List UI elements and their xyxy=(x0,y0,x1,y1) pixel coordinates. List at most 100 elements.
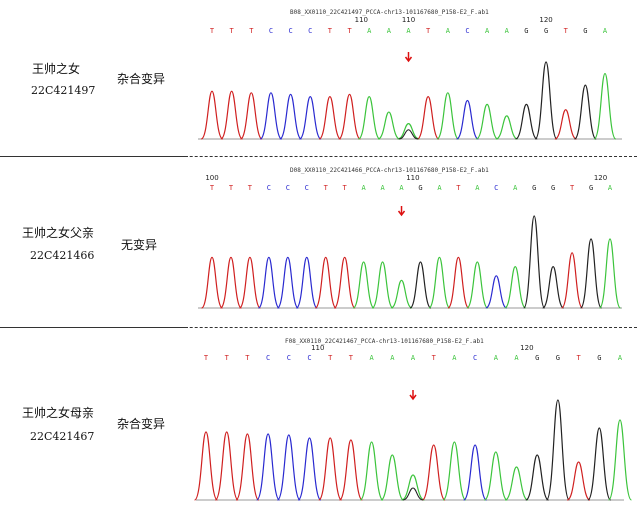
base-call: A xyxy=(603,27,608,35)
trace-peak xyxy=(525,454,550,501)
base-call: A xyxy=(399,184,404,192)
trace-peak xyxy=(421,444,446,501)
base-call: C xyxy=(287,354,291,362)
base-call: A xyxy=(618,354,623,362)
trace-peak xyxy=(220,90,244,140)
mutation-arrow-icon xyxy=(404,52,413,63)
base-call: T xyxy=(210,184,215,192)
trace-peak xyxy=(235,433,260,501)
base-call: G xyxy=(551,184,555,192)
base-call: T xyxy=(456,184,461,192)
trace-peak xyxy=(276,256,299,309)
base-call: G xyxy=(556,354,560,362)
sample-id: 22C421466 xyxy=(30,249,95,262)
base-call: T xyxy=(349,354,354,362)
base-call: T xyxy=(249,27,254,35)
base-call: C xyxy=(266,354,270,362)
base-call: A xyxy=(446,27,451,35)
trace-peak xyxy=(333,256,356,309)
trace-peak xyxy=(314,256,337,309)
trace-peak xyxy=(580,238,603,309)
base-call: T xyxy=(225,354,230,362)
base-call: C xyxy=(305,184,309,192)
trace-peak xyxy=(593,72,617,140)
trace-peak xyxy=(608,419,632,501)
sample-id: 22C421497 xyxy=(31,84,96,97)
trace-peak xyxy=(279,93,302,140)
trace-peak xyxy=(295,256,318,309)
base-call: T xyxy=(230,27,235,35)
base-call: A xyxy=(362,184,367,192)
position-label: 120 xyxy=(594,174,607,182)
separator xyxy=(0,327,637,328)
trace-peak xyxy=(359,441,384,501)
trace-peak xyxy=(428,256,451,309)
base-call: C xyxy=(288,27,292,35)
chromatogram-3: F08_XX0110_22C421467_PCCA-chr13-10116768… xyxy=(194,338,632,501)
base-call: A xyxy=(390,354,395,362)
base-call: A xyxy=(608,184,613,192)
panel-1: 王帅之女 22C421497 杂合变异 B08_XX0110_22C421497… xyxy=(0,0,637,156)
trace-peak xyxy=(194,431,218,501)
base-call: T xyxy=(347,27,352,35)
trace-peak xyxy=(475,103,499,140)
trace-peak xyxy=(598,238,622,309)
variant-status: 杂合变异 xyxy=(117,417,166,431)
base-call: T xyxy=(426,27,431,35)
base-call: T xyxy=(570,184,575,192)
trace-peak xyxy=(390,279,413,309)
position-label: 100 xyxy=(205,174,218,182)
base-call: G xyxy=(597,354,601,362)
base-call: T xyxy=(324,184,329,192)
trace-peak xyxy=(416,96,440,140)
traces xyxy=(200,215,622,309)
trace-peak xyxy=(483,451,508,501)
trace-peak xyxy=(504,466,529,501)
base-call: T xyxy=(248,184,253,192)
trace-peak xyxy=(504,265,527,309)
variant-status: 杂合变异 xyxy=(117,72,166,86)
base-call: C xyxy=(308,27,312,35)
position-label: 110 xyxy=(311,344,324,352)
traces xyxy=(194,399,632,501)
base-call: A xyxy=(513,184,518,192)
position-labels: 110 120 xyxy=(311,344,533,352)
base-call: T xyxy=(204,354,209,362)
base-call: T xyxy=(210,27,215,35)
position-labels: 100 110 120 xyxy=(205,174,607,182)
base-call: C xyxy=(473,354,477,362)
secondary-peak xyxy=(402,487,424,501)
trace-peak xyxy=(542,265,565,309)
base-call: A xyxy=(387,27,392,35)
base-call: A xyxy=(452,354,457,362)
position-label: 110 xyxy=(406,174,419,182)
base-call: T xyxy=(328,354,333,362)
trace-peak xyxy=(409,261,432,309)
trace-peak xyxy=(466,261,489,309)
trace-filename: B08_XX0110_22C421497_PCCA-chr13-10116768… xyxy=(290,9,489,16)
trace-peak xyxy=(318,96,342,140)
trace-peak xyxy=(219,256,242,309)
trace-peak xyxy=(338,439,363,501)
sample-id: 22C421467 xyxy=(30,430,95,443)
base-call: C xyxy=(465,27,469,35)
base-call: A xyxy=(411,354,416,362)
sample-name: 王帅之女母亲 xyxy=(22,406,95,420)
trace-peak xyxy=(371,261,394,309)
base-call: A xyxy=(406,27,411,35)
trace-peak xyxy=(352,261,375,309)
trace-peak xyxy=(561,252,584,309)
trace-peak xyxy=(495,115,518,140)
trace-peak xyxy=(297,437,322,501)
trace-peak xyxy=(338,93,361,140)
trace-peak xyxy=(298,96,322,140)
chromatogram-1: B08_XX0110_22C421497_PCCA-chr13-10116768… xyxy=(198,9,622,140)
panel-2: 王帅之女父亲 22C421466 无变异 D08_XX0110_22C42146… xyxy=(0,158,637,326)
base-call: A xyxy=(475,184,480,192)
trace-peak xyxy=(214,431,239,501)
traces xyxy=(200,61,617,140)
sample-name: 王帅之女父亲 xyxy=(22,226,95,240)
base-call: G xyxy=(418,184,422,192)
base-call: G xyxy=(532,184,536,192)
